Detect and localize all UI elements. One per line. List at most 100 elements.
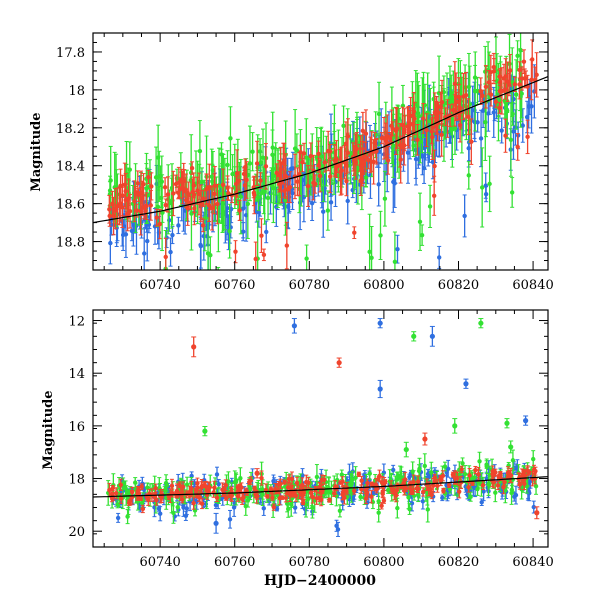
bottom-data-point bbox=[367, 471, 372, 476]
top-data-point bbox=[360, 160, 366, 165]
bottom-data-point bbox=[216, 481, 221, 487]
top-data-point bbox=[146, 174, 151, 180]
bottom-data-point bbox=[156, 506, 162, 511]
top-data-point bbox=[517, 67, 522, 73]
top-data-point bbox=[327, 149, 333, 154]
top-data-point bbox=[277, 310, 281, 314]
top-data-point bbox=[244, 177, 249, 183]
bottom-data-point bbox=[416, 492, 421, 497]
top-data-point bbox=[512, 82, 518, 87]
bottom-data-point bbox=[300, 473, 305, 478]
top-data-point bbox=[510, 111, 515, 117]
top-data-point bbox=[430, 134, 435, 140]
top-data-point bbox=[424, 127, 429, 133]
bottom-data-point bbox=[181, 505, 186, 510]
top-data-point bbox=[478, 88, 483, 94]
top-plot-area bbox=[93, 33, 548, 316]
top-fit-curve bbox=[93, 76, 548, 224]
top-data-point bbox=[228, 136, 233, 141]
top-data-point bbox=[154, 215, 159, 220]
top-data-point bbox=[439, 132, 444, 137]
top-data-point bbox=[241, 171, 247, 177]
bottom-data-point bbox=[337, 508, 343, 514]
top-data-point bbox=[206, 203, 212, 208]
top-data-point bbox=[238, 194, 244, 199]
top-data-point bbox=[234, 181, 239, 187]
top-data-point bbox=[341, 123, 346, 128]
top-data-point bbox=[198, 201, 204, 207]
top-data-point bbox=[519, 76, 525, 81]
top-data-point bbox=[165, 192, 171, 197]
top-data-point bbox=[366, 158, 371, 163]
top-data-point bbox=[171, 191, 176, 196]
top-data-point bbox=[308, 153, 314, 159]
top-data-point bbox=[367, 249, 372, 255]
bottom-data-point bbox=[306, 496, 311, 501]
top-data-point bbox=[295, 179, 300, 184]
top-data-point bbox=[530, 57, 535, 62]
bottom-panel: 60740 60760 60780 60800 60820 608401214161820… bbox=[41, 309, 554, 589]
top-data-point bbox=[107, 207, 112, 212]
top-data-point bbox=[298, 150, 303, 155]
top-data-point bbox=[431, 193, 437, 198]
top-panel: 60740 60760 60780 60800 60820 60840 17.8 18 18.2… bbox=[29, 32, 554, 316]
top-data-point bbox=[198, 243, 204, 249]
top-data-point bbox=[157, 221, 162, 227]
top-data-point bbox=[197, 148, 203, 154]
top-y-tick-label: 18.6 bbox=[56, 198, 85, 213]
top-data-point bbox=[282, 188, 287, 194]
top-data-point bbox=[192, 205, 197, 211]
top-data-point bbox=[145, 238, 150, 244]
top-data-point bbox=[301, 151, 307, 156]
top-y-tick-label: 18.8 bbox=[56, 236, 85, 251]
bottom-data-point bbox=[477, 459, 482, 464]
top-data-point bbox=[319, 154, 324, 159]
top-y-tick-label: 18.4 bbox=[56, 160, 85, 175]
top-data-point bbox=[258, 160, 264, 165]
top-data-point bbox=[472, 108, 477, 113]
top-data-point bbox=[237, 208, 242, 213]
top-data-point bbox=[521, 59, 527, 64]
top-data-point bbox=[413, 156, 419, 162]
top-data-point bbox=[134, 208, 140, 213]
top-data-point bbox=[473, 89, 478, 94]
bottom-data-point bbox=[284, 501, 290, 506]
top-data-point bbox=[328, 200, 334, 205]
bottom-data-point bbox=[476, 480, 482, 485]
bottom-data-point bbox=[447, 487, 453, 492]
top-data-point bbox=[511, 129, 516, 134]
top-data-point bbox=[415, 110, 421, 116]
top-data-point bbox=[189, 165, 195, 171]
top-data-point bbox=[247, 161, 253, 166]
bottom-data-point bbox=[183, 513, 189, 519]
top-data-point bbox=[526, 104, 531, 109]
top-data-point bbox=[165, 312, 169, 316]
top-data-point bbox=[506, 82, 512, 87]
top-data-point bbox=[400, 122, 405, 128]
top-data-point bbox=[508, 137, 514, 143]
top-data-point bbox=[478, 136, 484, 141]
bottom-data-point bbox=[445, 466, 451, 471]
top-data-point bbox=[392, 259, 398, 264]
top-data-point bbox=[427, 204, 433, 209]
top-data-point bbox=[258, 178, 263, 183]
top-data-point bbox=[483, 120, 488, 125]
top-data-point bbox=[142, 251, 147, 256]
bottom-data-point bbox=[203, 501, 209, 507]
top-data-point bbox=[376, 111, 382, 117]
top-data-point bbox=[368, 152, 373, 158]
top-data-point bbox=[339, 168, 344, 173]
top-data-point bbox=[437, 255, 442, 260]
top-data-point bbox=[487, 181, 492, 187]
top-data-point bbox=[417, 219, 423, 224]
top-data-point bbox=[236, 178, 242, 184]
top-data-point bbox=[163, 254, 168, 260]
top-y-tick-label: 17.8 bbox=[56, 46, 85, 61]
top-data-point bbox=[480, 108, 486, 113]
top-data-point bbox=[108, 240, 113, 246]
top-data-point bbox=[419, 232, 425, 238]
top-data-point bbox=[387, 136, 393, 141]
top-data-point bbox=[200, 223, 206, 228]
top-data-point bbox=[491, 110, 496, 115]
